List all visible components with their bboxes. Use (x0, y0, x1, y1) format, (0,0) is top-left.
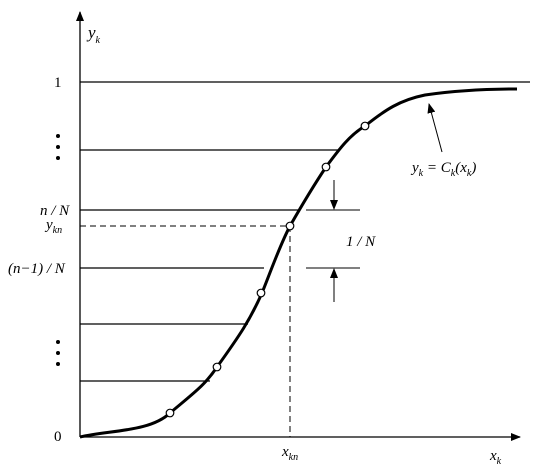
level-one-label: 1 (54, 75, 62, 91)
sample-points (165, 121, 370, 418)
cdf-curve (79, 87, 518, 439)
label-part: kn (53, 225, 62, 236)
n-over-N-label: n / N (40, 203, 70, 219)
y-axis-label: yk (86, 23, 101, 46)
label-part: k (451, 168, 456, 179)
ellipsis-dots (56, 134, 60, 366)
y-kn-label: ykn (44, 217, 62, 236)
label-part: y (44, 217, 53, 233)
x-axis-label: xk (489, 448, 502, 467)
label-part: k (497, 456, 502, 467)
label-part: y (410, 160, 419, 176)
n-minus-1-over-N-label: (n−1) / N (8, 261, 66, 277)
projection-lines (80, 225, 291, 437)
label-part: x (489, 448, 497, 464)
level-lines (80, 81, 530, 382)
label-part: (x (455, 160, 467, 176)
annotation-arrow (427, 103, 443, 153)
label-part: x (281, 444, 289, 460)
curve-label: yk = Ck(xk) (410, 160, 476, 179)
label-part: = C (423, 160, 452, 176)
interval-label: 1 / N (346, 234, 376, 250)
label-part: k (467, 168, 472, 179)
label-part: kn (289, 452, 298, 463)
label-part: k (96, 35, 101, 46)
interval-bracket (306, 180, 360, 302)
label-part: y (86, 23, 96, 42)
x-kn-label: xkn (281, 444, 298, 463)
label-part: ) (470, 160, 476, 176)
label-part: k (419, 168, 424, 179)
level-zero-label: 0 (54, 429, 62, 445)
